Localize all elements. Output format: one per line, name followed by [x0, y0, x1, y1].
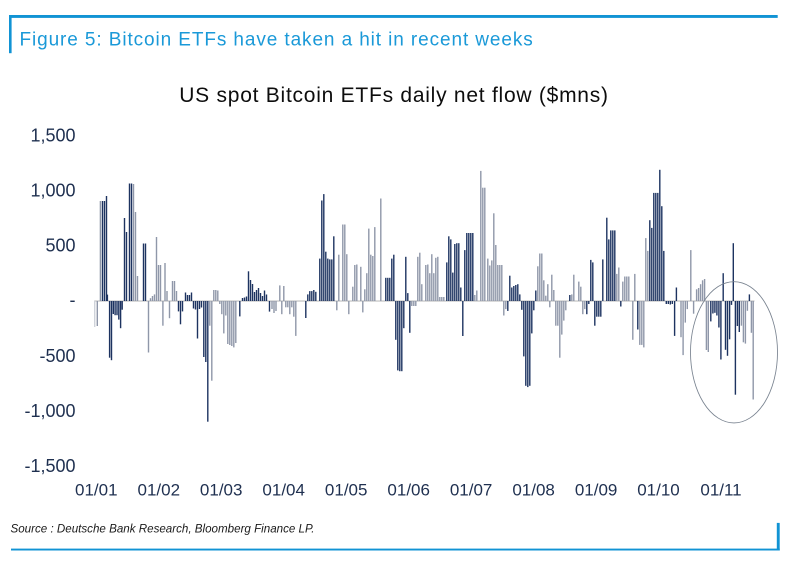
svg-text:-: -: [70, 290, 76, 310]
svg-text:01/02: 01/02: [138, 480, 181, 499]
svg-text:US spot Bitcoin ETFs daily net: US spot Bitcoin ETFs daily net flow ($mn…: [179, 84, 608, 107]
svg-text:Figure 5: Bitcoin ETFs have ta: Figure 5: Bitcoin ETFs have taken a hit …: [20, 30, 534, 51]
svg-text:01/03: 01/03: [200, 480, 243, 499]
svg-text:500: 500: [45, 236, 75, 256]
svg-text:01/09: 01/09: [575, 480, 618, 499]
svg-text:01/05: 01/05: [325, 480, 368, 499]
svg-text:-1,000: -1,000: [24, 401, 75, 421]
svg-text:01/06: 01/06: [387, 480, 430, 499]
svg-text:01/11: 01/11: [700, 480, 741, 499]
svg-text:1,000: 1,000: [30, 181, 75, 201]
svg-text:01/01: 01/01: [75, 480, 118, 499]
svg-text:1,500: 1,500: [30, 126, 75, 146]
svg-text:01/07: 01/07: [450, 480, 493, 499]
svg-text:01/08: 01/08: [512, 480, 555, 499]
svg-text:Source : Deutsche Bank Researc: Source : Deutsche Bank Research, Bloombe…: [11, 523, 315, 536]
svg-text:-1,500: -1,500: [24, 456, 75, 476]
svg-text:01/10: 01/10: [637, 480, 680, 499]
svg-text:-500: -500: [39, 346, 75, 366]
svg-text:01/04: 01/04: [262, 480, 305, 499]
